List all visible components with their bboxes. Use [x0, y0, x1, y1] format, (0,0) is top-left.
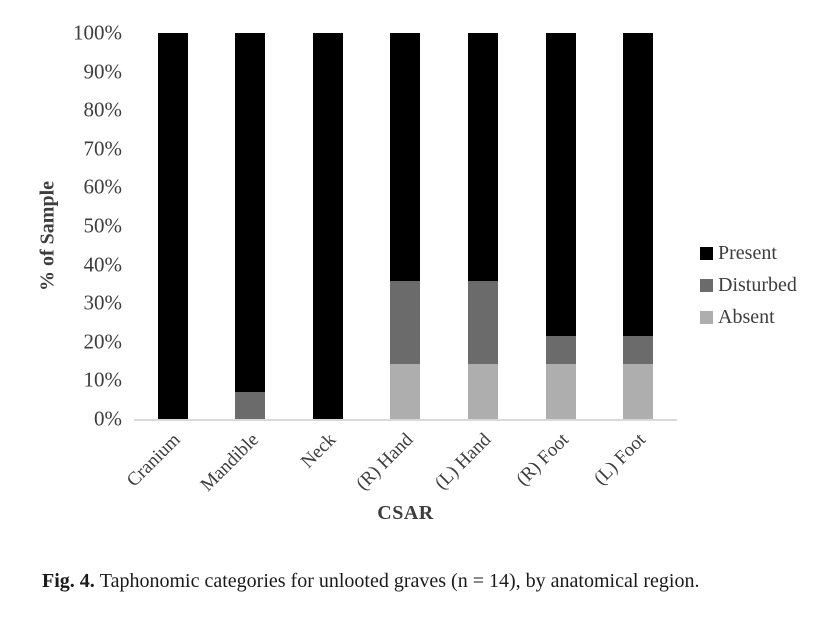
- x-category-label: (L) Hand: [430, 429, 496, 494]
- y-tick-label: 60%: [83, 174, 123, 199]
- bar-segment-disturbed: [468, 281, 499, 364]
- bar-stack: [157, 33, 188, 419]
- legend-item-present: Present: [700, 243, 797, 263]
- y-tick-label: 40%: [83, 252, 123, 277]
- bar-segment-absent: [390, 363, 421, 419]
- bar-segment-absent: [623, 363, 654, 419]
- legend-item-absent: Absent: [700, 307, 797, 327]
- bar-segment-disturbed: [235, 391, 266, 419]
- y-tick-label: 20%: [83, 329, 123, 354]
- bar-segment-absent: [468, 363, 499, 419]
- bar-l-foot: [599, 33, 677, 419]
- caption-label: Fig. 4.: [42, 570, 95, 592]
- y-tick-label: 30%: [83, 290, 123, 315]
- bar-r-foot: [522, 33, 600, 419]
- bar-segment-present: [390, 33, 421, 282]
- legend-swatch-absent: [700, 310, 713, 324]
- bar-mandible: [212, 33, 290, 419]
- bar-r-hand: [367, 33, 445, 419]
- legend-label: Present: [718, 242, 777, 264]
- caption-text: Taphonomic categories for unlooted grave…: [99, 570, 700, 592]
- legend-label: Absent: [718, 306, 775, 328]
- legend: Present Disturbed Absent: [700, 243, 797, 339]
- legend-swatch-present: [700, 246, 713, 260]
- x-category-label: (R) Hand: [352, 429, 418, 495]
- bar-segment-present: [235, 33, 266, 392]
- y-tick-label: 10%: [83, 367, 123, 392]
- y-tick-label: 50%: [83, 213, 123, 238]
- bar-segment-disturbed: [623, 336, 654, 364]
- x-category-label: Mandible: [196, 429, 263, 496]
- y-tick-label: 0%: [94, 406, 122, 431]
- bar-segment-present: [623, 33, 654, 337]
- bar-segment-present: [545, 33, 576, 337]
- y-tick-label: 100%: [73, 20, 122, 45]
- legend-label: Disturbed: [718, 274, 797, 296]
- x-axis-title: CSAR: [377, 502, 434, 524]
- bar-stack: [545, 33, 576, 419]
- bar-l-hand: [444, 33, 522, 419]
- bar-cranium: [134, 33, 212, 419]
- bar-stack: [312, 33, 343, 419]
- bar-segment-absent: [545, 363, 576, 419]
- bar-segment-present: [468, 33, 499, 282]
- bar-segment-disturbed: [545, 336, 576, 364]
- bar-stack: [390, 33, 421, 419]
- plot-area: 0% 10% 20% 30% 40% 50% 60% 70% 80% 90% 100% Cranium…: [73, 22, 677, 496]
- bar-segment-disturbed: [390, 281, 421, 364]
- bar-segment-present: [157, 33, 188, 419]
- bar-stack: [623, 33, 654, 419]
- x-category-label: Cranium: [123, 429, 185, 492]
- bar-neck: [289, 33, 367, 419]
- x-category-label: (L) Foot: [590, 429, 651, 490]
- legend-swatch-disturbed: [700, 278, 713, 292]
- y-tick-label: 90%: [83, 59, 123, 84]
- bar-stack: [235, 33, 266, 419]
- figure-caption: Fig. 4. Taphonomic categories for unloote…: [42, 569, 822, 594]
- bar-stack: [468, 33, 499, 419]
- bar-segment-present: [312, 33, 343, 419]
- x-category-label: Neck: [296, 429, 341, 473]
- x-category-label: (R) Foot: [512, 429, 573, 491]
- legend-item-disturbed: Disturbed: [700, 275, 797, 295]
- y-tick-label: 80%: [83, 97, 123, 122]
- y-tick-label: 70%: [83, 136, 123, 161]
